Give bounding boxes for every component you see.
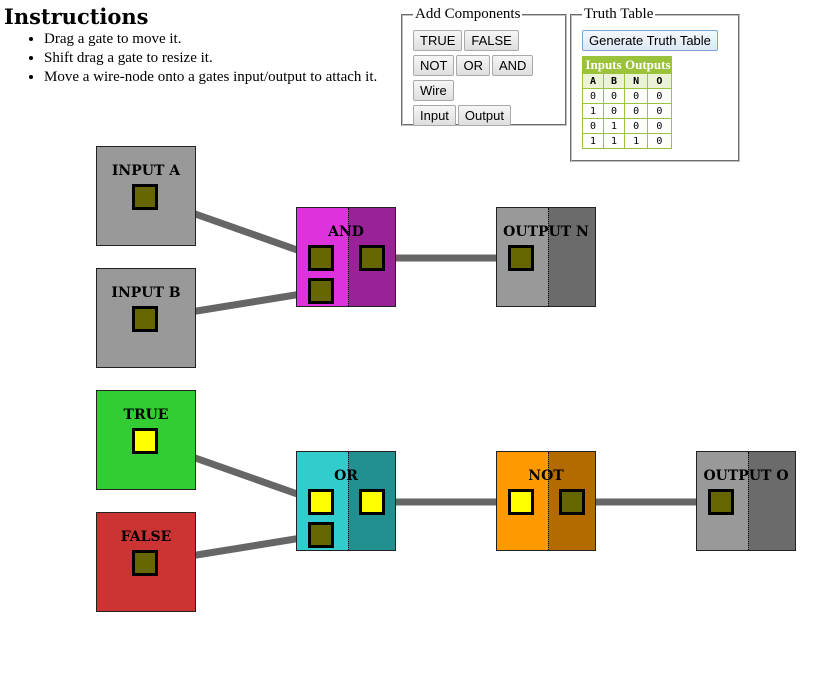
gate-label: OR	[334, 468, 358, 484]
gate-label: TRUE	[123, 407, 169, 423]
truth-table-panel: Truth Table Generate Truth Table Inputs …	[570, 6, 740, 162]
table-row: 1 0 0 0	[582, 103, 672, 119]
input-node[interactable]	[308, 489, 334, 515]
table-cell: 0	[647, 133, 672, 149]
gate-label: FALSE	[120, 529, 172, 545]
or-gate[interactable]: OR	[296, 451, 396, 551]
input-node[interactable]	[508, 489, 534, 515]
gate-label: NOT	[528, 468, 564, 484]
output-node[interactable]	[559, 489, 585, 515]
output-node[interactable]	[132, 184, 158, 210]
add-input-button[interactable]: Input	[413, 105, 456, 126]
inputs-header: Inputs	[582, 56, 625, 74]
output-node[interactable]	[359, 245, 385, 271]
add-true-button[interactable]: TRUE	[413, 30, 463, 51]
gate-label: OUTPUT N	[503, 224, 589, 240]
add-output-button[interactable]: Output	[457, 105, 511, 126]
table-row: 0 0 0 0	[582, 88, 672, 104]
table-cell: 1	[582, 133, 604, 149]
true-gate[interactable]: TRUE	[96, 390, 196, 490]
input-node[interactable]	[308, 522, 334, 548]
table-cell: 0	[647, 118, 672, 134]
input-node[interactable]	[508, 245, 534, 271]
instruction-item: Move a wire-node onto a gates input/outp…	[44, 68, 377, 87]
output-node[interactable]	[132, 306, 158, 332]
instruction-item: Shift drag a gate to resize it.	[44, 49, 377, 68]
column-header: B	[603, 73, 625, 89]
table-row: 1 1 1 0	[582, 133, 672, 149]
instructions-list: Drag a gate to move it. Shift drag a gat…	[4, 30, 377, 87]
input-node[interactable]	[708, 489, 734, 515]
add-components-panel: Add Components TRUE FALSE NOT OR AND Wire I…	[401, 6, 567, 126]
false-gate[interactable]: FALSE	[96, 512, 196, 612]
output-o-gate[interactable]: OUTPUT O	[696, 451, 796, 551]
output-node[interactable]	[132, 428, 158, 454]
input-node[interactable]	[308, 278, 334, 304]
add-or-button[interactable]: OR	[456, 55, 490, 76]
add-not-button[interactable]: NOT	[413, 55, 455, 76]
truth-table: Inputs Outputs A B N O 0 0 0 0 1 0 0 0 0…	[582, 56, 672, 149]
input-a-gate[interactable]: INPUT A	[96, 146, 196, 246]
add-components-legend: Add Components	[415, 6, 521, 22]
input-node[interactable]	[308, 245, 334, 271]
and-gate[interactable]: AND	[296, 207, 396, 307]
instructions-panel: Instructions Drag a gate to move it. Shi…	[4, 4, 377, 87]
gate-label: INPUT B	[111, 285, 181, 301]
add-wire-button[interactable]: Wire	[413, 80, 454, 101]
generate-truth-table-button[interactable]: Generate Truth Table	[582, 30, 718, 51]
input-b-gate[interactable]: INPUT B	[96, 268, 196, 368]
output-node[interactable]	[359, 489, 385, 515]
column-header: N	[623, 73, 649, 89]
output-n-gate[interactable]: OUTPUT N	[496, 207, 596, 307]
gate-label: INPUT A	[111, 163, 181, 179]
outputs-header: Outputs	[624, 56, 672, 74]
gate-label: AND	[328, 224, 364, 240]
add-false-button[interactable]: FALSE	[464, 30, 519, 51]
truth-table-legend: Truth Table	[584, 6, 654, 22]
add-and-button[interactable]: AND	[491, 55, 534, 76]
instructions-title: Instructions	[4, 4, 149, 29]
not-gate[interactable]: NOT	[496, 451, 596, 551]
gate-label: OUTPUT O	[703, 468, 789, 484]
table-row: 0 1 0 0	[582, 118, 672, 134]
instruction-item: Drag a gate to move it.	[44, 30, 377, 49]
output-node[interactable]	[132, 550, 158, 576]
